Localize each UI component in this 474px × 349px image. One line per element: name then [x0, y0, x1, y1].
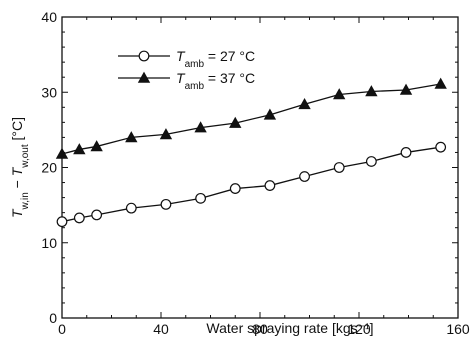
data-point-triangle: [298, 97, 311, 110]
data-point-circle: [435, 141, 447, 153]
series-2: [55, 77, 447, 159]
y-axis-title: Tw,in − Tw,out [°C]: [9, 117, 31, 218]
legend-label: Tamb = 37 °C: [176, 70, 255, 92]
data-point-circle: [91, 209, 103, 221]
data-point-triangle: [194, 121, 207, 133]
data-point-triangle: [159, 128, 173, 140]
data-point-triangle: [137, 71, 151, 83]
data-point-circle: [264, 180, 276, 191]
data-point-triangle: [434, 77, 447, 89]
data-point-circle: [365, 156, 377, 167]
series-group: [55, 77, 447, 228]
data-point-circle: [138, 50, 150, 62]
x-tick-label: 0: [58, 321, 66, 337]
data-point-circle: [73, 212, 85, 224]
data-point-circle: [299, 171, 310, 182]
data-point-triangle: [399, 83, 413, 95]
series-line: [61, 83, 441, 155]
legend-item-1: Tamb = 27 °C: [118, 48, 255, 70]
data-point-circle: [333, 162, 345, 173]
data-point-circle: [56, 216, 68, 228]
tick-marks: [61, 16, 459, 319]
x-tick-label: 80: [252, 321, 268, 337]
y-tick-label: 20: [41, 160, 57, 176]
data-point-circle: [160, 198, 172, 210]
x-tick-label: 160: [446, 321, 470, 337]
plot-area-frame: [61, 16, 459, 319]
y-tick-label: 30: [41, 84, 57, 100]
data-point-triangle: [263, 108, 277, 120]
data-point-triangle: [365, 85, 378, 97]
series-line: [61, 146, 441, 223]
x-tick-label: 40: [153, 321, 169, 337]
x-axis-title: Water spraying rate [kgs⁻¹]: [206, 320, 373, 336]
data-point-circle: [229, 183, 241, 194]
legend-item-2: Tamb = 37 °C: [118, 70, 255, 92]
data-point-triangle: [333, 88, 346, 100]
data-point-triangle: [73, 143, 86, 155]
legend-label: Tamb = 27 °C: [176, 48, 255, 70]
y-tick-label: 40: [41, 9, 57, 25]
y-tick-label: 10: [41, 235, 57, 251]
tick-labels: 0 40 80 120 160 0 10 20 30 40: [41, 9, 469, 337]
data-point-triangle: [229, 116, 242, 128]
y-tick-label: 0: [49, 310, 57, 326]
data-point-circle: [195, 192, 207, 204]
data-point-triangle: [90, 140, 103, 152]
series-1: [56, 141, 447, 228]
data-point-triangle: [125, 131, 138, 143]
data-point-triangle: [55, 147, 69, 159]
x-tick-label: 120: [347, 321, 371, 337]
data-point-circle: [125, 202, 137, 214]
data-point-circle: [400, 147, 412, 158]
